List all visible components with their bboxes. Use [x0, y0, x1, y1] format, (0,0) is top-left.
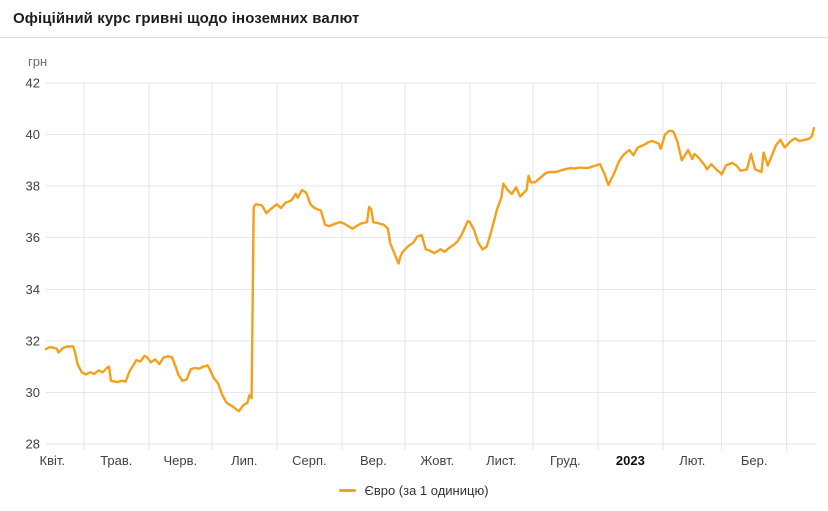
x-axis-tick-label: Лист.: [486, 453, 516, 468]
y-axis-tick-label: 34: [26, 282, 40, 297]
x-axis-tick-label: Серп.: [292, 453, 327, 468]
euro-series-legend-marker: [339, 489, 357, 492]
y-axis-unit-label: грн: [28, 54, 47, 69]
x-axis-tick-label: 2023: [616, 453, 645, 468]
x-axis-tick-label: Лют.: [679, 453, 705, 468]
x-axis-tick-label: Черв.: [163, 453, 197, 468]
y-axis-tick-label: 38: [26, 179, 40, 194]
x-axis-tick-label: Бер.: [741, 453, 768, 468]
legend[interactable]: Євро (за 1 одиницю): [0, 483, 828, 498]
y-axis-tick-label: 36: [26, 230, 40, 245]
chart-header: Офіційний курс гривні щодо іноземних вал…: [0, 0, 828, 38]
page-title: Офіційний курс гривні щодо іноземних вал…: [13, 10, 360, 27]
x-gridlines: [83, 83, 788, 450]
y-axis-tick-label: 32: [26, 333, 40, 348]
euro-series-line[interactable]: [44, 126, 816, 413]
x-axis-tick-label: Вер.: [360, 453, 387, 468]
y-axis-tick-label: 28: [26, 437, 40, 452]
y-axis-tick-label: 30: [26, 385, 40, 400]
x-axis-labels: Квіт. Трав. Черв. Лип. Серп. Вер. Жовт. Лист. Гр…: [40, 453, 768, 468]
x-axis-tick-label: Трав.: [100, 453, 132, 468]
x-axis-tick-label: Лип.: [231, 453, 257, 468]
legend-label: Євро (за 1 одиницю): [364, 483, 489, 498]
y-axis-tick-label: 42: [26, 76, 40, 91]
y-axis-tick-label: 40: [26, 127, 40, 142]
x-axis-tick-label: Груд.: [550, 453, 581, 468]
x-axis-tick-label: Жовт.: [420, 453, 454, 468]
y-gridlines: [46, 82, 816, 445]
exchange-rate-chart: 28 30 32 34 36 38 40 42 Квіт. Трав. Черв. Лип. Серп.…: [26, 54, 816, 468]
y-axis-labels: 28 30 32 34 36 38 40 42: [26, 76, 40, 452]
x-axis-tick-label: Квіт.: [40, 453, 66, 468]
